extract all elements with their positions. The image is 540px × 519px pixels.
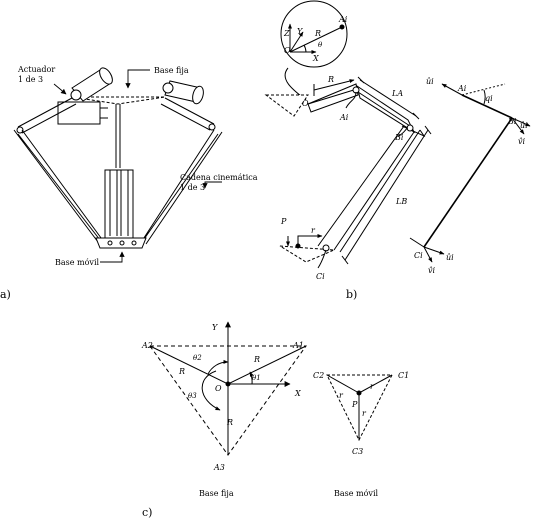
bv-vi-b: v̂i — [518, 137, 526, 146]
callout-mobile-base: Base móvil — [55, 258, 100, 267]
c-r-a3: R — [226, 418, 233, 427]
panel-b-chain — [264, 77, 432, 269]
c-a2: A2 — [141, 341, 153, 350]
b-ci: Ci — [316, 272, 325, 281]
panel-a-robot-drawing — [13, 67, 223, 249]
b-small-r: r — [311, 226, 316, 235]
bv-bi: Bi — [507, 117, 517, 126]
actuator-left — [70, 67, 113, 102]
panel-b-vectors — [409, 83, 531, 263]
bv-ui-top: ûi — [426, 77, 434, 86]
panel-c-label: c) — [142, 506, 152, 519]
c-o: O — [215, 384, 222, 393]
c-theta2: θ2 — [193, 354, 202, 362]
inset-r: R — [314, 29, 321, 38]
bv-ci: Ci — [414, 251, 423, 260]
bv-ai: Ai — [457, 84, 467, 93]
c-r2: r — [339, 391, 344, 400]
inset-z: Z — [283, 29, 290, 38]
c-r-a2: R — [178, 367, 185, 376]
c-x: X — [294, 389, 301, 398]
callout-actuator-line1: Actuador — [17, 65, 55, 74]
b-la: LA — [391, 89, 403, 98]
inset-o: O — [284, 46, 291, 55]
panel-a-label: a) — [0, 288, 11, 301]
c-r-a1: R — [253, 355, 260, 364]
c-a3: A3 — [213, 463, 225, 472]
bv-ui-b: ûi — [520, 121, 528, 130]
panel-c-mobile-base — [326, 374, 393, 442]
c-r3: r — [362, 409, 367, 418]
b-p: P — [280, 217, 287, 226]
panel-b-label: b) — [346, 288, 357, 301]
panel-b-inset — [280, 0, 348, 101]
c-c3: C3 — [352, 447, 363, 456]
bv-ui-c: ûi — [446, 253, 454, 262]
motor-block — [57, 101, 101, 125]
bv-qi: qi — [485, 94, 493, 103]
fixed-base-triangle — [71, 96, 166, 105]
callout-actuator-line2: 1 de 3 — [18, 75, 43, 84]
callout-chain-line1: Cadena cinemática — [180, 173, 258, 182]
actuator-right — [162, 80, 204, 105]
c-p: P — [351, 400, 358, 409]
b-lb: LB — [395, 197, 407, 206]
callout-fixed-base: Base fija — [154, 66, 189, 75]
inset-x: X — [312, 54, 319, 63]
inset-ai: Ai — [338, 15, 348, 24]
b-o: O — [302, 99, 309, 108]
c-c1: C1 — [398, 371, 409, 380]
c-caption-mobile: Base móvil — [334, 489, 379, 498]
c-y: Y — [212, 323, 218, 332]
c-a1: A1 — [292, 341, 304, 350]
c-theta1: θ1 — [252, 374, 261, 382]
c-r1: r — [370, 382, 375, 391]
b-ai: Ai — [339, 113, 349, 122]
panel-c-fixed-base — [149, 321, 307, 456]
b-r: R — [327, 75, 334, 84]
c-c2: C2 — [313, 371, 324, 380]
bv-vi-c: v̂i — [428, 266, 436, 275]
inset-theta: θ — [318, 41, 323, 49]
callout-chain-line2: 1 de 3 — [180, 183, 205, 192]
inset-y: Y — [297, 27, 303, 36]
panel-a-callout-arrows — [53, 69, 222, 263]
c-theta3: θ3 — [188, 392, 197, 400]
b-bi: Bi — [394, 133, 404, 142]
c-caption-fixed: Base fija — [199, 489, 234, 498]
